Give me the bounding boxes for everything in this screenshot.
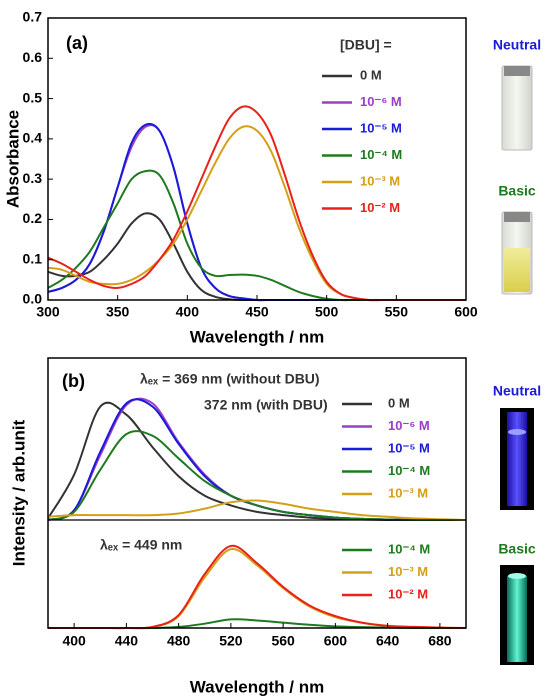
legend-label: 10⁻⁵ M bbox=[360, 120, 402, 135]
legend-label: 10⁻⁴ M bbox=[388, 463, 430, 478]
absorbance-line bbox=[47, 105, 466, 302]
absorbance-line bbox=[47, 169, 466, 302]
x-tick-label: 520 bbox=[219, 633, 243, 649]
legend-label: 10⁻² M bbox=[388, 586, 428, 601]
y-axis-label: Intensity / arb.unit bbox=[9, 419, 28, 566]
panel-label: (a) bbox=[66, 33, 88, 53]
y-tick-label: 0.5 bbox=[23, 89, 43, 105]
x-tick-label: 500 bbox=[315, 304, 339, 320]
panel-label: (b) bbox=[62, 371, 85, 391]
annotation: λₑₓ = 449 nm bbox=[100, 537, 182, 553]
x-tick-label: 300 bbox=[36, 304, 60, 320]
x-tick-label: 350 bbox=[106, 304, 130, 320]
photo-basic-b bbox=[500, 565, 534, 665]
legend-label: 0 M bbox=[388, 395, 410, 410]
legend-label: 10⁻³ M bbox=[360, 173, 400, 188]
photo-label: Neutral bbox=[493, 383, 541, 399]
x-tick-label: 600 bbox=[324, 633, 348, 649]
x-tick-label: 400 bbox=[62, 633, 86, 649]
x-tick-label: 640 bbox=[376, 633, 400, 649]
photo-neutral-a bbox=[501, 65, 533, 151]
y-tick-label: 0.2 bbox=[23, 210, 43, 226]
y-tick-label: 0.4 bbox=[23, 130, 43, 146]
legend-title: [DBU] = bbox=[340, 37, 392, 53]
x-axis-label: Wavelength / nm bbox=[190, 327, 324, 346]
legend-label: 10⁻³ M bbox=[388, 564, 428, 579]
x-tick-label: 600 bbox=[454, 304, 478, 320]
plot-frame bbox=[47, 17, 467, 301]
x-tick-label: 680 bbox=[428, 633, 452, 649]
legend-label: 10⁻² M bbox=[360, 200, 400, 215]
legend-label: 10⁻⁶ M bbox=[388, 418, 430, 433]
photo-basic-a bbox=[501, 211, 533, 295]
legend-label: 10⁻⁵ M bbox=[388, 440, 430, 455]
x-tick-label: 550 bbox=[385, 304, 409, 320]
annotation: λₑₓ = 369 nm (without DBU) bbox=[140, 371, 320, 387]
emission-line bbox=[47, 499, 467, 521]
photo-label: Basic bbox=[498, 541, 536, 557]
x-tick-label: 450 bbox=[245, 304, 269, 320]
legend-label: 10⁻⁴ M bbox=[360, 147, 402, 162]
legend-label: 0 M bbox=[360, 67, 382, 82]
y-tick-label: 0.7 bbox=[23, 9, 43, 25]
photo-label: Neutral bbox=[493, 37, 541, 53]
x-tick-label: 400 bbox=[176, 304, 200, 320]
emission-line bbox=[47, 397, 466, 522]
photo-neutral-b bbox=[500, 408, 534, 510]
y-tick-label: 0.1 bbox=[23, 250, 43, 266]
y-tick-label: 0.6 bbox=[23, 49, 43, 65]
y-tick-label: 0.0 bbox=[23, 291, 43, 307]
annotation: 372 nm (with DBU) bbox=[204, 397, 328, 413]
y-axis-label: Absorbance bbox=[3, 110, 22, 208]
x-tick-label: 560 bbox=[271, 633, 295, 649]
y-tick-label: 0.3 bbox=[23, 170, 43, 186]
legend-label: 10⁻⁴ M bbox=[388, 541, 430, 556]
legend-label: 10⁻⁶ M bbox=[360, 94, 402, 109]
x-tick-label: 440 bbox=[115, 633, 139, 649]
legend-label: 10⁻³ M bbox=[388, 485, 428, 500]
x-tick-label: 480 bbox=[167, 633, 191, 649]
photo-label: Basic bbox=[498, 183, 536, 199]
plot-frame bbox=[47, 357, 467, 629]
x-axis-label: Wavelength / nm bbox=[190, 677, 324, 696]
absorbance-line bbox=[47, 122, 466, 302]
